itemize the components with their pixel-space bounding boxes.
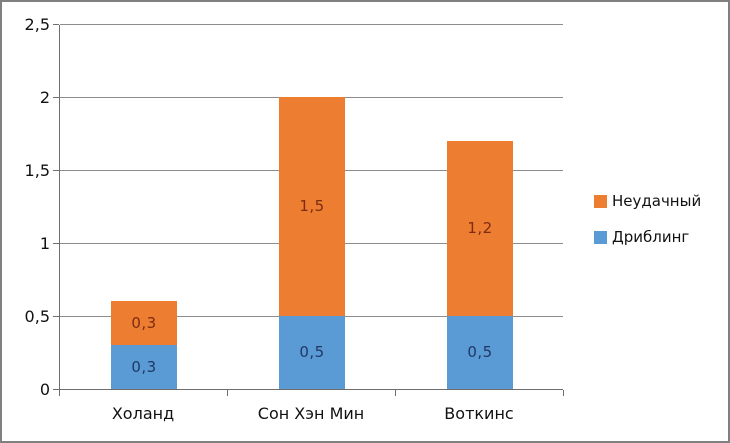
bar-value-label: 1,5 xyxy=(299,197,325,215)
legend-item-Неудачный: Неудачный xyxy=(594,194,701,209)
bar-segment-Неудачный: 1,5 xyxy=(279,97,345,316)
y-axis-tick-label: 2,5 xyxy=(24,15,50,34)
bar-value-label: 1,2 xyxy=(467,218,493,237)
legend-label: Неудачный xyxy=(612,192,702,210)
y-axis-tick xyxy=(53,24,59,25)
legend-label: Дриблинг xyxy=(612,228,690,246)
y-axis-tick xyxy=(53,97,59,98)
bar-stack: 0,5 1,5 xyxy=(279,97,345,389)
x-category-label: Воткинс xyxy=(444,404,514,423)
y-axis-tick-label: 0,5 xyxy=(24,307,50,326)
y-axis-tick xyxy=(53,170,59,171)
bar-segment-Дриблинг: 0,3 xyxy=(111,345,177,389)
x-axis-tick xyxy=(59,390,60,396)
bar-value-label: 0,3 xyxy=(131,357,157,376)
y-axis-tick xyxy=(53,389,59,390)
bar-segment-Неудачный: 0,3 xyxy=(111,301,177,346)
y-axis-tick-label: 1,5 xyxy=(24,161,50,180)
y-axis-tick-label: 1 xyxy=(39,234,50,253)
x-axis-tick xyxy=(395,390,396,396)
y-axis-tick xyxy=(53,243,59,244)
gridline xyxy=(60,24,563,25)
x-category-label: Холанд xyxy=(111,404,175,423)
bar-segment-Дриблинг: 0,5 xyxy=(279,316,345,389)
y-axis-tick-label: 2 xyxy=(39,88,50,107)
bar-value-label: 0,5 xyxy=(467,343,493,361)
legend-item-Дриблинг: Дриблинг xyxy=(594,230,701,245)
bar-segment-Неудачный: 1,2 xyxy=(447,140,513,316)
bar-value-label: 0,5 xyxy=(299,343,325,361)
bar-stack: 0,3 0,3 xyxy=(111,301,177,389)
y-axis-tick-label: 0 xyxy=(39,380,50,399)
legend-swatch xyxy=(594,231,607,244)
bar-stack: 0,5 1,2 xyxy=(447,140,513,389)
plot-area: 0,3 0,3 0,5 1,5 0,5 1,2 xyxy=(53,24,564,396)
bar-value-label: 0,3 xyxy=(131,313,157,332)
legend-swatch xyxy=(594,195,607,208)
x-category-label: Сон Хэн Мин xyxy=(257,404,365,423)
legend: Неудачный Дриблинг xyxy=(594,194,701,245)
x-axis-tick xyxy=(227,390,228,396)
bar-segment-Дриблинг: 0,5 xyxy=(447,316,513,389)
y-axis-tick xyxy=(53,316,59,317)
x-axis-tick xyxy=(563,390,564,396)
